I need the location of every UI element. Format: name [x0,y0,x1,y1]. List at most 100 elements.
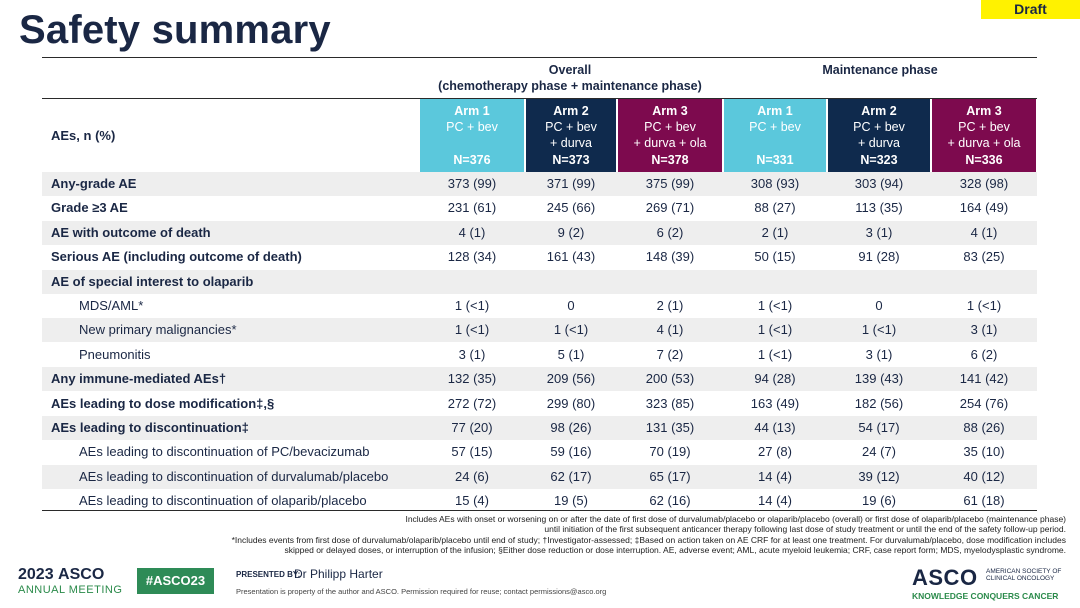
footnote-4: skipped or delayed doses, or interruptio… [284,545,1066,555]
arm-name: Arm 2 [861,104,897,118]
arm-header-6: Arm 3 PC + bev + durva + ola N=336 [932,99,1036,172]
table-cell: 299 (80) [546,395,596,411]
table-cell: 57 (15) [451,444,493,460]
meeting-brand: ASCO [58,566,105,583]
table-cell: 3 (1) [865,224,893,240]
arm-name: Arm 1 [454,104,490,118]
table-cell: 40 (12) [963,468,1005,484]
table-cell: 98 (26) [550,420,592,435]
table-cell: 200 (53) [645,371,695,387]
table-cell: 2 (1) [761,224,789,240]
table-cell: 163 (49) [750,395,800,411]
arm-treatment: PC + bev [853,120,905,134]
table-cell: 141 (42) [959,371,1009,387]
table-cell: 161 (43) [546,249,596,265]
table-cell: 3 (1) [970,322,998,338]
table-cell: 44 (13) [754,420,796,435]
asco-society-logo: ASCO AMERICAN SOCIETY OF CLINICAL ONCOLO… [912,565,1061,601]
table-cell: 3 (1) [865,346,893,362]
row-label: AEs leading to dose modification‡,§ [51,395,275,411]
arm-header-3: Arm 3 PC + bev + durva + ola N=378 [618,99,722,172]
table-cell: 62 (16) [649,493,691,509]
asco-annual-meeting-logo: 2023 ASCO ANNUAL MEETING [18,566,122,596]
table-cell: 61 (18) [963,493,1005,509]
table-cell: 59 (16) [550,444,592,460]
row-label: Pneumonitis [79,346,151,362]
arm-treatment: PC + bev [644,120,696,134]
arm-header-5: Arm 2 PC + bev + durva N=323 [828,99,930,172]
table-cell: 83 (25) [963,249,1005,265]
arm-header-4: Arm 1 PC + bev N=331 [724,99,826,172]
asco-logo-text: ASCO [912,565,978,590]
group-header-overall-line1: Overall [548,63,592,77]
table-cell: 0 [567,298,575,313]
meeting-sub: ANNUAL MEETING [18,584,123,596]
footnote-1: Includes AEs with onset or worsening on … [405,514,1066,524]
arm-treatment-extra: + durva + ola [633,136,707,150]
table-row: New primary malignancies* 1 (<1) 1 (<1) 4 (… [42,318,1037,343]
table-row: AEs leading to discontinuation‡ 77 (20) 98… [42,416,1037,440]
arm-header-2: Arm 2 PC + bev + durva N=373 [526,99,616,172]
table-cell: 113 (35) [855,200,903,216]
table-cell: 5 (1) [557,346,585,362]
arm-name: Arm 1 [757,104,793,118]
table-cell: 15 (4) [455,493,489,509]
row-label: Any immune-mediated AEs† [51,371,227,387]
table-cell: 7 (2) [656,346,684,362]
arm-n: N=323 [860,153,898,167]
arm-name: Arm 2 [553,104,589,118]
table-cell: 19 (5) [554,493,588,509]
table-row: MDS/AML* 1 (<1) 0 2 (1) 1 (<1) 0 1 (<1) [42,294,1037,318]
table-cell: 54 (17) [858,420,900,435]
table-cell: 0 [875,298,883,313]
table-cell: 269 (71) [645,200,695,216]
footnote-3: *Includes events from first dose of durv… [231,535,1066,545]
table-cell: 254 (76) [959,395,1009,411]
table-cell: 50 (15) [754,249,796,265]
table-cell: 132 (35) [447,371,497,387]
meeting-year: 2023 [18,566,54,583]
society-name: AMERICAN SOCIETY OF CLINICAL ONCOLOGY [986,568,1062,582]
table-cell: 6 (2) [656,224,684,240]
table-cell: 375 (99) [645,176,695,191]
arm-n: N=378 [651,153,689,167]
row-label: AE with outcome of death [51,224,211,240]
row-label: New primary malignancies* [79,322,237,338]
table-cell: 1 (<1) [553,322,589,338]
row-label: AEs leading to discontinuation of olapar… [79,493,367,509]
arm-treatment-extra: + durva [857,136,901,150]
row-label: AE of special interest to olaparib [51,273,254,289]
footnote-2: until initiation of the first subsequent… [544,524,1066,534]
table-row: Grade ≥3 AE 231 (61) 245 (66) 269 (71) 88 (2… [42,196,1037,220]
table-cell: 128 (34) [447,249,497,265]
table-cell: 272 (72) [447,395,497,411]
table-cell: 371 (99) [546,176,596,191]
table-cell: 1 (<1) [757,346,793,362]
presented-by-label: PRESENTED BY: [236,570,301,579]
table-cell: 77 (20) [451,420,493,435]
table-row: AEs leading to dose modification‡,§ 272 (… [42,392,1037,416]
row-label: Any-grade AE [51,176,137,191]
table-cell: 323 (85) [645,395,695,411]
arm-treatment: PC + bev [749,120,801,134]
arm-n: N=331 [756,153,794,167]
row-label: Serious AE (including outcome of death) [51,249,302,265]
table-cell: 24 (6) [455,468,489,484]
row-label: AEs leading to discontinuation‡ [51,420,249,435]
table-row: AE with outcome of death 4 (1) 9 (2) 6 (2) 2… [42,220,1037,245]
draft-badge: Draft [981,0,1080,19]
table-cell: 91 (28) [858,249,900,265]
table-cell: 308 (93) [750,176,800,191]
arm-treatment: PC + bev [446,120,498,134]
table-cell: 65 (17) [649,468,691,484]
table-row: Serious AE (including outcome of death) 1… [42,245,1037,269]
table-cell: 14 (4) [758,468,792,484]
group-header-overall: Overall (chemotherapy phase + maintenanc… [420,62,720,94]
table-cell: 209 (56) [546,371,596,387]
table-cell: 1 (<1) [861,322,897,338]
arm-name: Arm 3 [652,104,688,118]
table-cell: 14 (4) [758,493,792,509]
table-cell: 1 (<1) [454,322,490,338]
table-cell: 35 (10) [963,444,1005,460]
row-label: MDS/AML* [79,298,144,313]
